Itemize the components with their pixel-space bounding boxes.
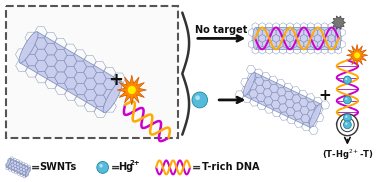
Circle shape (344, 114, 351, 122)
FancyBboxPatch shape (6, 6, 178, 138)
Polygon shape (332, 16, 345, 29)
Circle shape (344, 96, 351, 104)
Text: =: = (192, 162, 201, 172)
Circle shape (345, 116, 347, 118)
Ellipse shape (243, 72, 256, 96)
Text: SWNTs: SWNTs (40, 162, 77, 172)
Ellipse shape (26, 167, 30, 177)
Ellipse shape (6, 158, 11, 167)
Text: =: = (31, 162, 40, 172)
Circle shape (344, 121, 351, 129)
Polygon shape (256, 27, 338, 49)
Text: No target: No target (195, 25, 247, 35)
Text: T-rich DNA: T-rich DNA (202, 162, 259, 172)
Ellipse shape (253, 27, 258, 49)
Ellipse shape (336, 27, 341, 49)
Polygon shape (20, 32, 121, 112)
Text: (T-Hg$^{2+}$-T): (T-Hg$^{2+}$-T) (322, 147, 373, 162)
Circle shape (195, 95, 200, 100)
Text: +: + (108, 71, 123, 89)
Polygon shape (6, 158, 30, 177)
Circle shape (345, 78, 347, 80)
Text: =: = (110, 162, 120, 172)
Polygon shape (354, 52, 360, 58)
Ellipse shape (19, 32, 38, 63)
Circle shape (99, 164, 103, 168)
Ellipse shape (103, 81, 122, 113)
Circle shape (345, 122, 347, 125)
Circle shape (341, 118, 354, 132)
Polygon shape (244, 72, 321, 127)
Circle shape (192, 92, 208, 108)
Polygon shape (346, 44, 368, 66)
Polygon shape (117, 75, 146, 105)
Circle shape (345, 98, 347, 100)
Circle shape (344, 76, 351, 84)
Text: 2+: 2+ (130, 161, 141, 167)
Circle shape (337, 114, 358, 136)
Text: +: + (319, 88, 332, 103)
Polygon shape (128, 86, 136, 94)
Circle shape (97, 161, 108, 173)
Ellipse shape (309, 104, 321, 127)
Text: Hg: Hg (118, 162, 133, 172)
